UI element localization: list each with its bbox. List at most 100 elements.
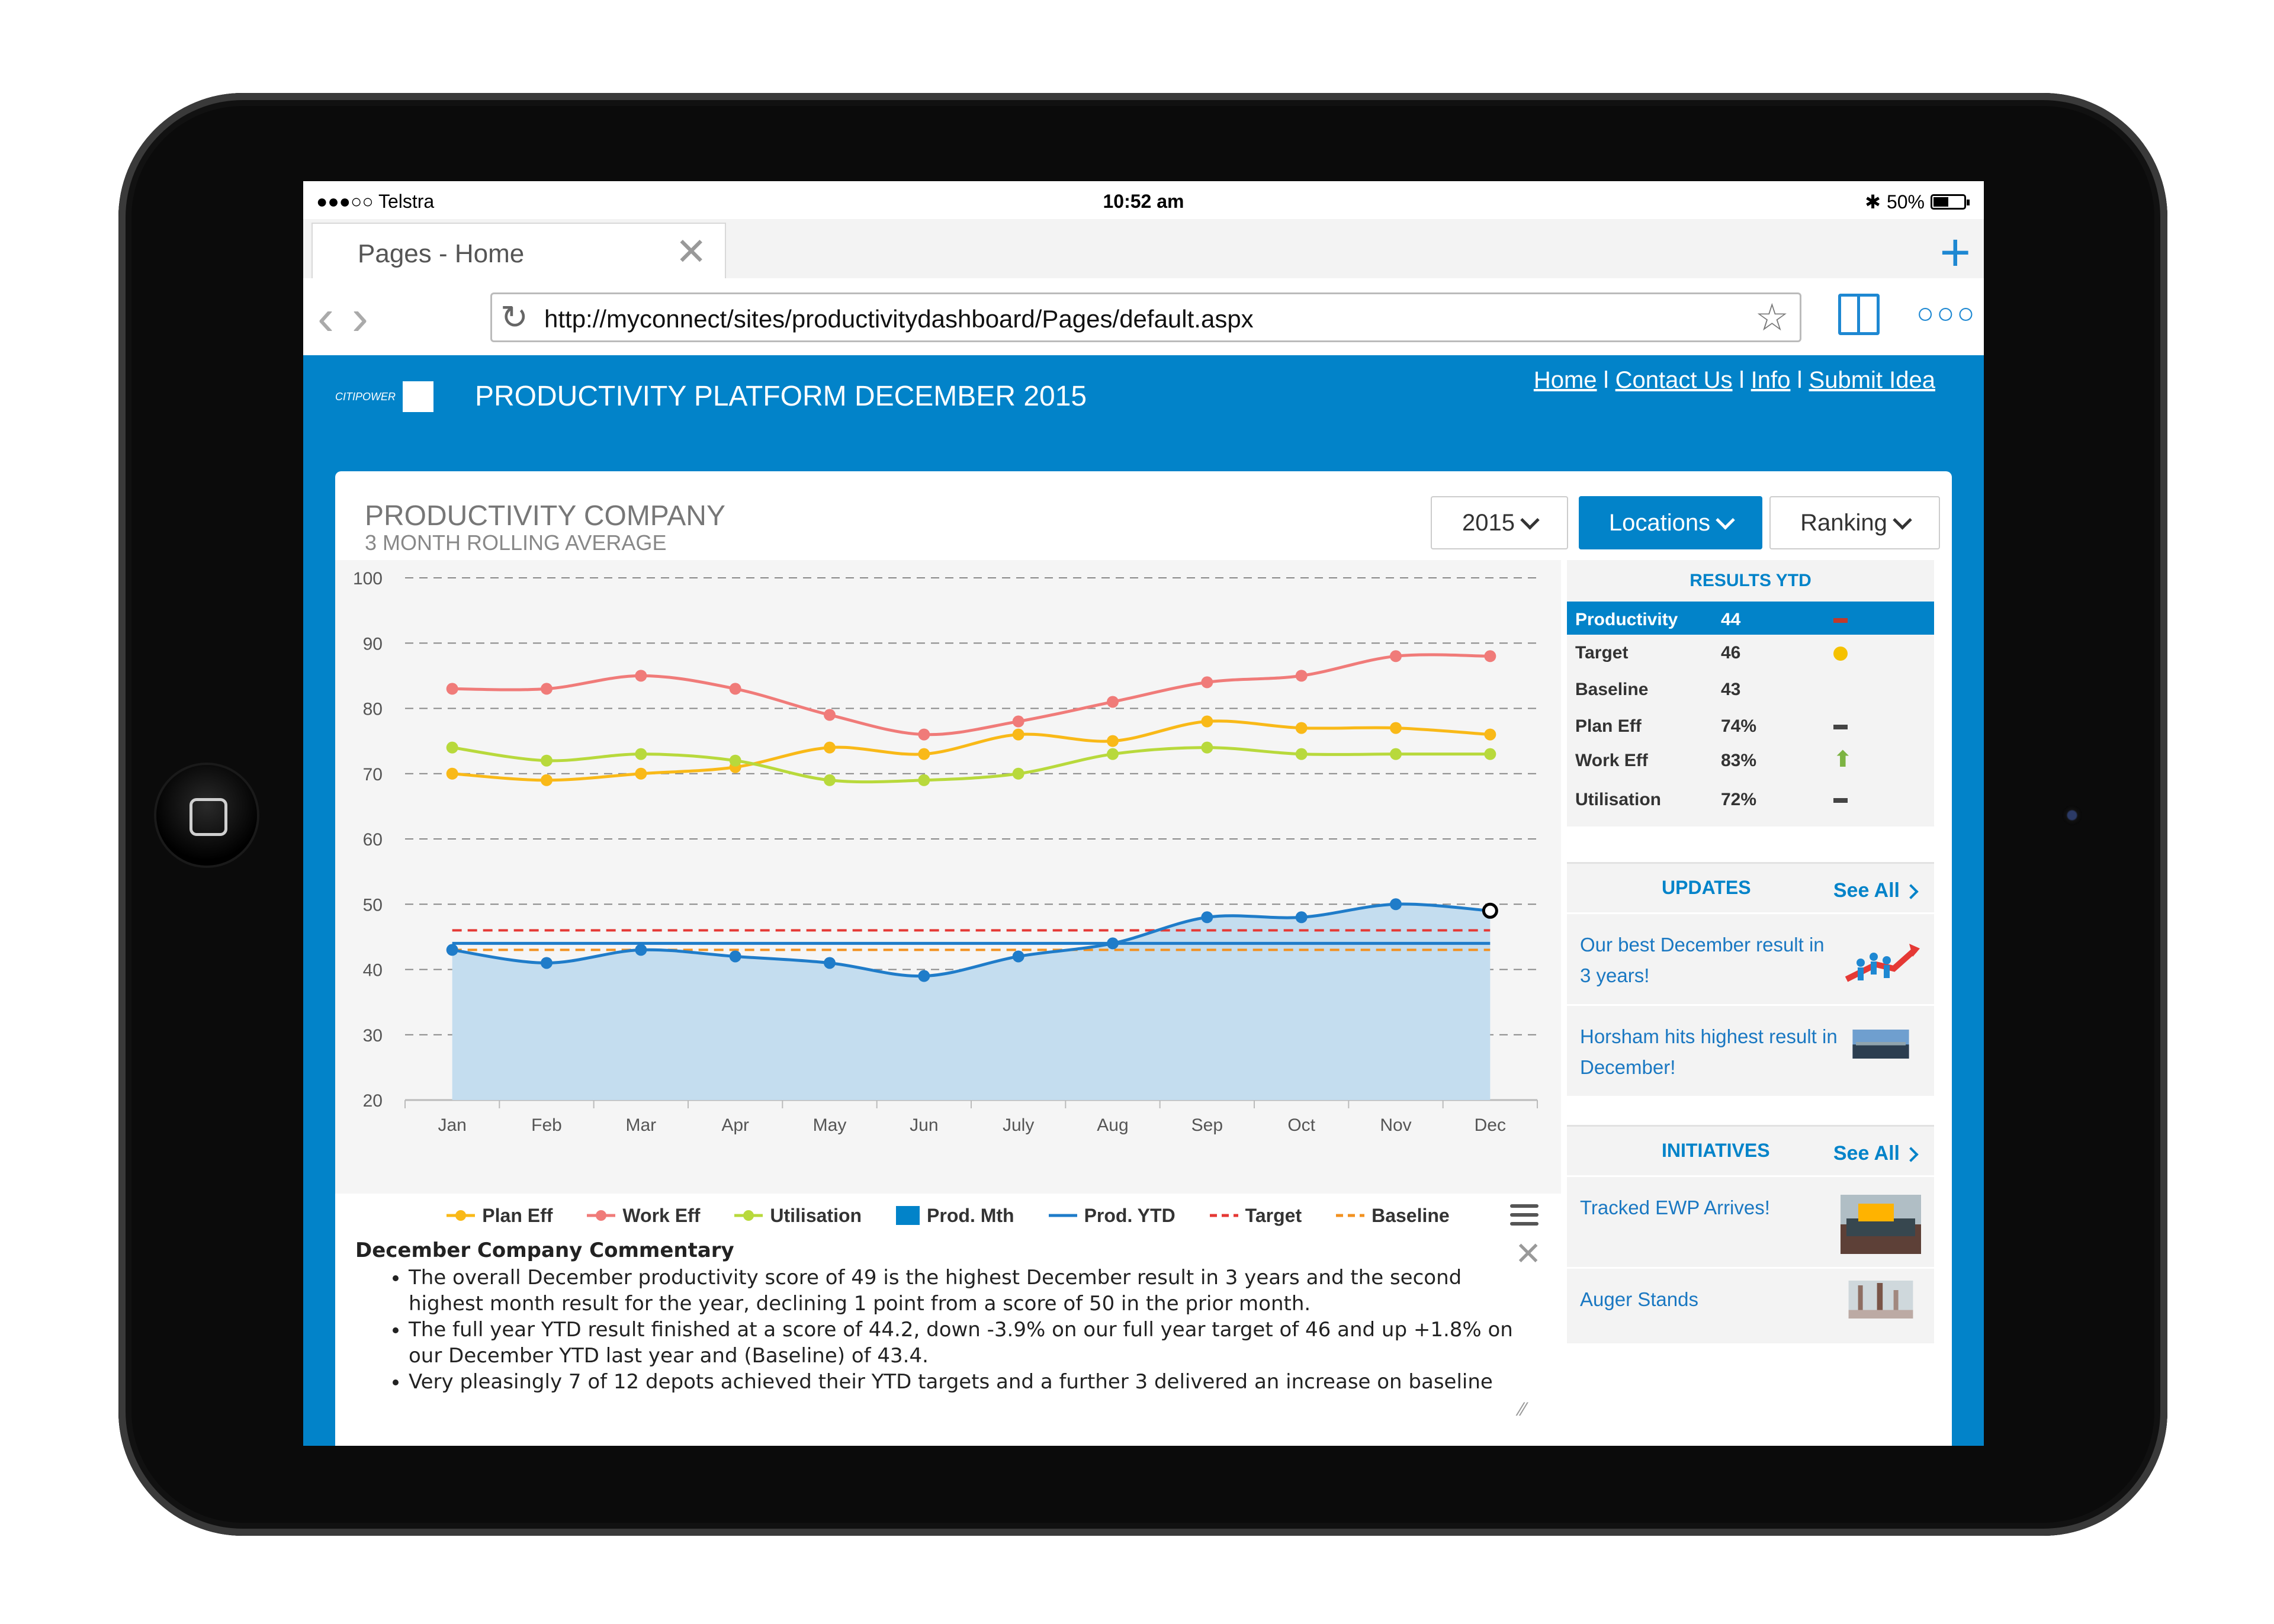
initiatives-panel: INITIATIVES See All Tracked EWP Arrives!… [1567, 1125, 1934, 1345]
legend-work-eff[interactable]: Work Eff [587, 1205, 700, 1227]
x-tick-label: Feb [531, 1115, 562, 1135]
updates-see-all-link[interactable]: See All [1833, 879, 1919, 902]
y-tick-label: 60 [363, 830, 383, 850]
productivity-chart: 100 90 80 70 60 50 40 30 20 Jan Feb Mar Apr May Jun Jul… [335, 560, 1561, 1194]
legend-prod-mth[interactable]: Prod. Mth [896, 1205, 1014, 1227]
initiatives-heading: INITIATIVES [1662, 1140, 1770, 1161]
initiative-item[interactable]: Tracked EWP Arrives! [1567, 1177, 1934, 1269]
link-home[interactable]: Home [1533, 367, 1597, 393]
results-heading: RESULTS YTD [1690, 571, 1812, 590]
legend-prod-ytd[interactable]: Prod. YTD [1048, 1204, 1175, 1226]
plan-eff-series-line [452, 719, 1491, 782]
results-row-productivity[interactable]: Productivity 44 [1567, 602, 1934, 635]
legend-utilisation[interactable]: Utilisation [734, 1205, 862, 1227]
utilisation-point [1107, 748, 1119, 760]
commentary-box[interactable]: December Company Commentary The overall … [355, 1239, 1540, 1395]
legend-plan-eff[interactable]: Plan Eff [447, 1205, 553, 1227]
utilisation-point [824, 774, 836, 786]
initiatives-see-all-link[interactable]: See All [1833, 1142, 1919, 1165]
chevron-down-icon [1893, 510, 1912, 530]
utilisation-point [446, 741, 458, 754]
plan-eff-point [1390, 722, 1402, 734]
bookmark-star-icon[interactable]: ☆ [1755, 296, 1789, 339]
prod-mth-point [918, 970, 930, 982]
legend-baseline[interactable]: Baseline [1336, 1204, 1450, 1226]
chart-menu-icon[interactable] [1510, 1204, 1539, 1226]
utilisation-point [1295, 748, 1308, 760]
utilisation-point [1390, 748, 1402, 760]
prod-mth-point [1012, 950, 1024, 963]
y-tick-label: 50 [363, 895, 383, 915]
clock: 10:52 am [1103, 191, 1184, 212]
more-options-icon[interactable]: ○○○ [1916, 297, 1977, 330]
logo-badge-icon [403, 381, 433, 412]
new-tab-icon[interactable]: + [1939, 223, 1971, 282]
resize-handle-icon[interactable]: ⁄⁄ [1520, 1398, 1526, 1420]
status-dot-icon [1833, 643, 1848, 663]
reload-icon[interactable]: ↻ [500, 298, 528, 336]
work-eff-point [1201, 676, 1213, 689]
y-tick-label: 40 [363, 961, 383, 980]
forward-icon[interactable]: › [352, 290, 368, 345]
battery-percent: 50% [1886, 191, 1925, 213]
y-tick-label: 20 [363, 1091, 383, 1111]
prod-mth-point [541, 957, 553, 969]
chart-people-icon [1845, 944, 1920, 982]
x-tick-label: Jan [438, 1115, 466, 1135]
address-bar: ‹ › ↻ http://myconnect/sites/productivit… [303, 278, 1984, 356]
results-row-target[interactable]: Target 46 [1567, 635, 1934, 671]
x-tick-label: Nov [1380, 1115, 1411, 1135]
home-button[interactable] [156, 765, 257, 866]
x-tick-label: Dec [1475, 1115, 1506, 1135]
y-tick-label: 80 [363, 700, 383, 719]
plan-eff-point [1201, 715, 1213, 728]
chevron-down-icon [1716, 510, 1735, 530]
status-dash-icon [1833, 790, 1848, 810]
commentary-bullet: The full year YTD result finished at a s… [409, 1317, 1540, 1369]
update-item[interactable]: Horsham hits highest result in December! [1567, 1006, 1934, 1098]
results-row-baseline[interactable]: Baseline 43 [1575, 680, 1741, 699]
y-tick-label: 30 [363, 1026, 383, 1046]
battery-icon [1931, 194, 1970, 210]
results-row-plan-eff[interactable]: Plan Eff 74% [1567, 708, 1934, 742]
back-icon[interactable]: ‹ [317, 290, 334, 345]
ranking-dropdown[interactable]: Ranking [1769, 496, 1940, 549]
update-item[interactable]: Our best December result in 3 years! [1567, 914, 1934, 1006]
results-row-work-eff[interactable]: Work Eff 83% ⬆ [1575, 747, 1852, 772]
link-info[interactable]: Info [1751, 367, 1791, 393]
link-submit-idea[interactable]: Submit Idea [1809, 367, 1935, 393]
utilisation-point [1484, 748, 1496, 760]
commentary-heading: December Company Commentary [355, 1239, 734, 1262]
locations-dropdown[interactable]: Locations [1579, 496, 1762, 549]
initiative-item[interactable]: Auger Stands [1567, 1269, 1934, 1345]
work-eff-point [446, 683, 458, 695]
x-tick-label: July [1003, 1115, 1034, 1135]
page-title: PRODUCTIVITY PLATFORM DECEMBER 2015 [475, 381, 1087, 412]
prod-mth-point [824, 957, 836, 969]
reading-list-icon[interactable] [1838, 294, 1880, 335]
arrow-up-icon: ⬆ [1833, 747, 1852, 772]
x-tick-label: Sep [1191, 1115, 1223, 1135]
work-eff-point [1484, 650, 1496, 663]
year-dropdown[interactable]: 2015 [1431, 496, 1568, 549]
link-contact-us[interactable]: Contact Us [1615, 367, 1733, 393]
legend-target[interactable]: Target [1209, 1204, 1302, 1226]
plan-eff-point [1484, 728, 1496, 741]
utilisation-point [1201, 741, 1213, 754]
prod-mth-point [446, 944, 458, 956]
close-commentary-icon[interactable]: ✕ [1515, 1236, 1542, 1272]
x-tick-label: May [813, 1115, 847, 1135]
work-eff-point [1107, 696, 1119, 708]
work-eff-point [1390, 650, 1402, 663]
site-header: CITIPOWER PRODUCTIVITY PLATFORM DECEMBER… [303, 355, 1984, 1446]
x-tick-label: Jun [910, 1115, 938, 1135]
close-tab-icon[interactable]: ✕ [675, 230, 707, 273]
x-tick-label: Oct [1287, 1115, 1315, 1135]
url-field[interactable]: ↻ http://myconnect/sites/productivitydas… [490, 292, 1801, 342]
results-ytd-panel: RESULTS YTD Productivity 44 Target 46 Ba… [1567, 560, 1934, 827]
browser-tab[interactable]: Pages - Home ✕ [311, 223, 726, 279]
url-text: http://myconnect/sites/productivitydashb… [544, 305, 1254, 333]
results-row-utilisation[interactable]: Utilisation 72% [1567, 782, 1934, 818]
bluetooth-icon: ✱ [1865, 191, 1881, 213]
y-tick-label: 90 [363, 634, 383, 654]
